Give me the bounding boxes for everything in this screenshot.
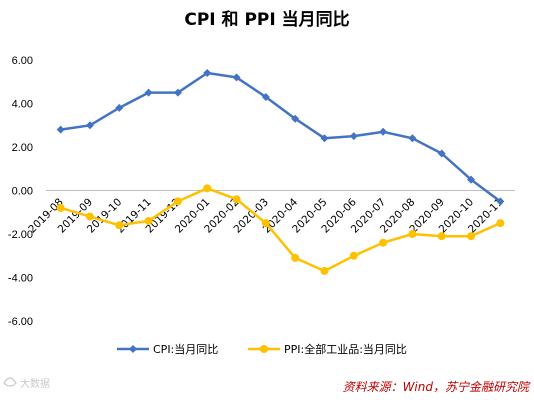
data-point[interactable] xyxy=(349,132,358,141)
data-point[interactable] xyxy=(291,114,300,123)
x-axis: 2019-082019-092019-102019-112019-122020-… xyxy=(26,196,505,236)
watermark-logo: 大数据 xyxy=(3,377,50,390)
data-point[interactable] xyxy=(408,134,417,143)
data-point[interactable] xyxy=(496,219,505,228)
data-point[interactable] xyxy=(467,232,476,241)
y-tick-label: -6.00 xyxy=(8,316,33,328)
data-point[interactable] xyxy=(291,253,300,262)
y-axis: 6.00 4.00 2.00 0.00 -2.00 -4.00 -6.00 xyxy=(8,55,33,328)
series-line xyxy=(60,187,501,273)
legend[interactable]: CPI:当月同比 PPI:全部工业品:当月同比 xyxy=(117,342,407,356)
data-point[interactable] xyxy=(144,88,153,97)
data-point[interactable] xyxy=(203,184,212,193)
watermark-icon xyxy=(3,377,17,387)
y-tick-label: 0.00 xyxy=(12,186,33,198)
data-point[interactable] xyxy=(85,121,94,130)
data-point[interactable] xyxy=(56,125,65,134)
data-point[interactable] xyxy=(467,175,476,184)
legend-cpi-diamond-icon xyxy=(129,345,137,353)
y-tick-label: -4.00 xyxy=(8,273,33,285)
y-tick-label: 2.00 xyxy=(12,142,33,154)
series-ppi xyxy=(56,184,505,275)
legend-ppi-label: PPI:全部工业品:当月同比 xyxy=(284,342,407,356)
data-point[interactable] xyxy=(320,266,329,275)
y-tick-label: 6.00 xyxy=(12,55,33,67)
y-tick-label: 4.00 xyxy=(12,99,33,111)
data-point[interactable] xyxy=(261,219,270,228)
data-point[interactable] xyxy=(261,92,270,101)
chart-title: CPI 和 PPI 当月同比 xyxy=(184,9,349,30)
data-point[interactable] xyxy=(496,197,505,206)
data-point[interactable] xyxy=(437,149,446,158)
y-tick-label: -2.00 xyxy=(8,229,33,241)
series-cpi xyxy=(56,69,505,206)
data-point[interactable] xyxy=(379,238,388,247)
series-layer xyxy=(56,69,505,275)
data-point[interactable] xyxy=(144,216,153,225)
source-note: 资料来源：Wind，苏宁金融研究院 xyxy=(343,380,531,394)
data-point[interactable] xyxy=(85,212,94,221)
watermark-text: 大数据 xyxy=(20,377,50,390)
legend-item-ppi[interactable]: PPI:全部工业品:当月同比 xyxy=(248,342,407,356)
data-point[interactable] xyxy=(408,230,417,238)
series-line xyxy=(60,71,502,203)
legend-item-cpi[interactable]: CPI:当月同比 xyxy=(117,342,218,356)
data-point[interactable] xyxy=(320,134,329,143)
data-point[interactable] xyxy=(173,88,182,97)
data-point[interactable] xyxy=(232,195,241,204)
data-point[interactable] xyxy=(115,103,124,112)
data-point[interactable] xyxy=(232,73,241,82)
data-point[interactable] xyxy=(349,251,358,260)
data-point[interactable] xyxy=(203,69,212,78)
data-point[interactable] xyxy=(379,127,388,136)
legend-cpi-label: CPI:当月同比 xyxy=(153,342,218,356)
data-point[interactable] xyxy=(115,221,124,230)
data-point[interactable] xyxy=(437,232,446,241)
data-point[interactable] xyxy=(173,197,182,206)
legend-ppi-circle-icon xyxy=(260,345,268,353)
data-point[interactable] xyxy=(56,203,65,212)
